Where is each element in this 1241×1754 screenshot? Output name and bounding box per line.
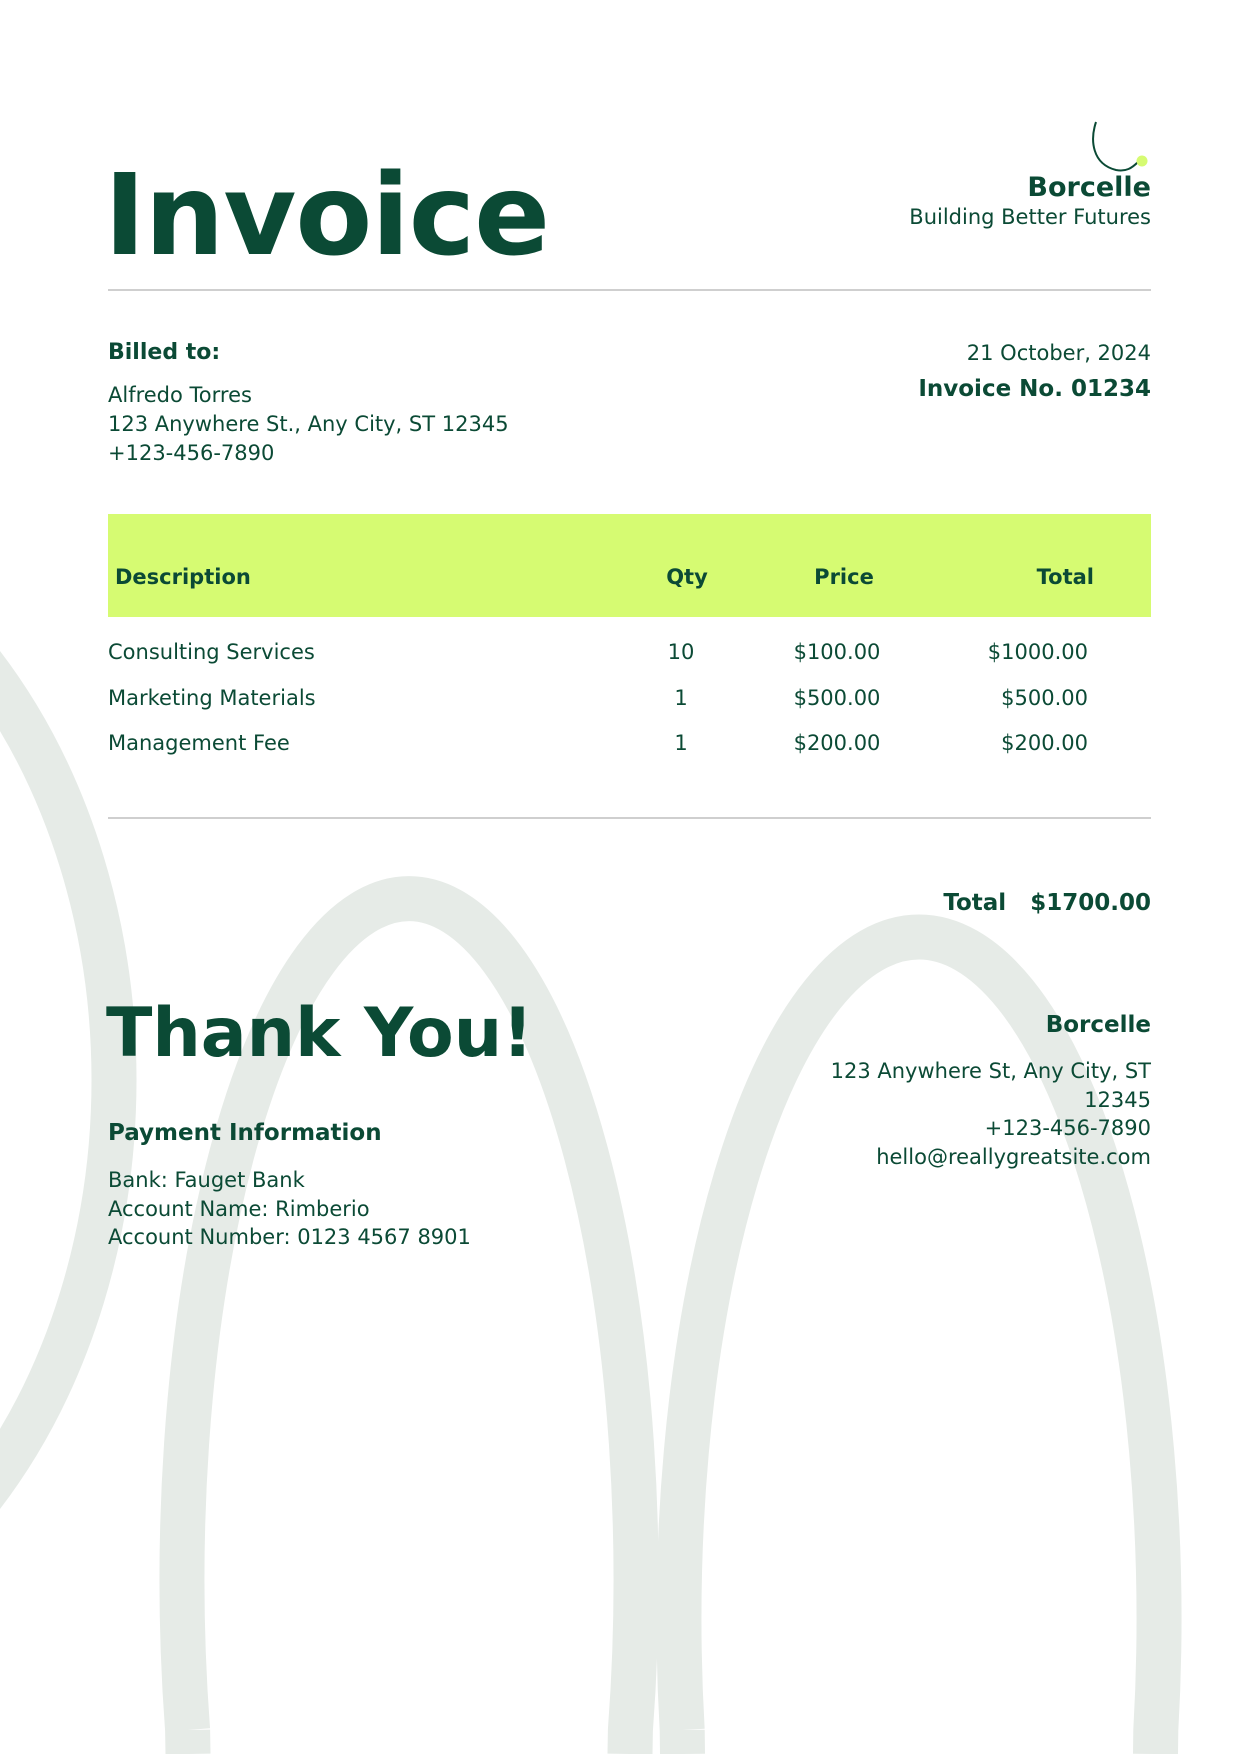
left-arc xyxy=(0,651,137,1509)
company-tagline: Building Better Futures xyxy=(909,205,1151,229)
row-total: $200.00 xyxy=(1001,731,1088,755)
divider xyxy=(108,289,1151,291)
row-price: $100.00 xyxy=(793,640,881,664)
column-header-price: Price xyxy=(814,565,874,589)
billed-to-label: Billed to: xyxy=(108,340,221,365)
billing-name: Alfredo Torres xyxy=(108,383,252,407)
payment-info-title: Payment Information xyxy=(108,1120,382,1146)
billing-phone: +123-456-7890 xyxy=(108,441,275,465)
column-header-total: Total xyxy=(1036,565,1094,589)
footer-address-line1: 123 Anywhere St, Any City, ST xyxy=(830,1059,1151,1083)
row-description: Marketing Materials xyxy=(108,686,316,710)
divider xyxy=(108,817,1151,819)
account-name: Account Name: Rimberio xyxy=(108,1197,370,1221)
row-qty: 1 xyxy=(674,686,688,710)
row-qty: 1 xyxy=(674,731,688,755)
billing-address: 123 Anywhere St., Any City, ST 12345 xyxy=(108,412,509,436)
row-price: $500.00 xyxy=(793,686,881,710)
middle-arc xyxy=(159,876,659,1754)
row-description: Consulting Services xyxy=(108,640,315,664)
page-title: Invoice xyxy=(104,151,550,281)
invoice-number: Invoice No. 01234 xyxy=(918,376,1151,402)
right-arc xyxy=(656,914,1182,1754)
total-label: Total xyxy=(943,890,1007,916)
column-header-description: Description xyxy=(115,565,251,589)
row-description: Management Fee xyxy=(108,731,290,755)
footer-phone: +123-456-7890 xyxy=(984,1116,1151,1140)
footer-company: Borcelle xyxy=(1045,1012,1151,1038)
row-total: $1000.00 xyxy=(987,640,1088,664)
table-header xyxy=(108,514,1151,617)
footer-address-line2: 12345 xyxy=(1084,1088,1151,1112)
bank-name: Bank: Fauget Bank xyxy=(108,1168,305,1192)
row-qty: 10 xyxy=(667,640,695,664)
footer-email: hello@reallygreatsite.com xyxy=(876,1145,1151,1169)
company-name: Borcelle xyxy=(1027,172,1151,203)
column-header-qty: Qty xyxy=(666,565,708,589)
grand-total: Total $1700.00 xyxy=(943,890,1151,916)
invoice-date: 21 October, 2024 xyxy=(966,341,1151,365)
row-total: $500.00 xyxy=(1001,686,1088,710)
row-price: $200.00 xyxy=(793,731,881,755)
curve-with-dot-logo-icon xyxy=(1092,121,1148,172)
account-number: Account Number: 0123 4567 8901 xyxy=(108,1225,471,1249)
thank-you-heading: Thank You! xyxy=(106,994,534,1073)
total-value: $1700.00 xyxy=(1030,890,1151,916)
